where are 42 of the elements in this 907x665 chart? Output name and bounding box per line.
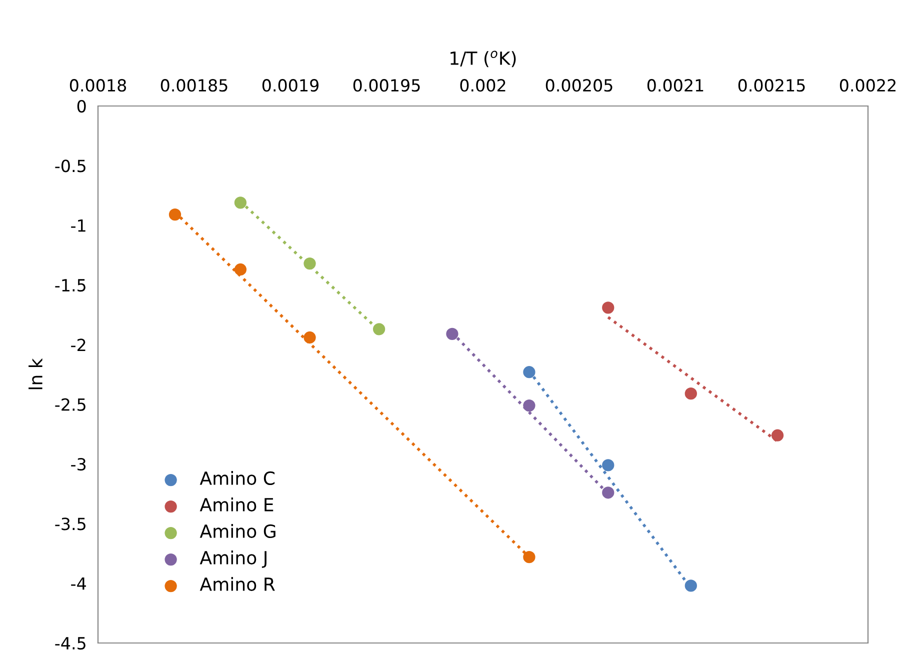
legend-label: Amino R — [200, 577, 275, 592]
x-tick-label: 0.00215 — [738, 79, 805, 92]
point — [602, 486, 614, 499]
y-tick-label: 0 — [77, 100, 86, 113]
legend-label: Amino E — [200, 498, 274, 512]
legend-label: Amino C — [200, 471, 275, 486]
point — [602, 302, 614, 314]
point — [304, 331, 316, 344]
legend-label: Amino J — [200, 550, 266, 568]
point — [446, 328, 458, 340]
point — [523, 366, 536, 378]
x-tick-label: 0.002 — [460, 79, 506, 92]
x-tick-label: 0.0019 — [262, 79, 318, 92]
legend-label: Amino G — [200, 524, 276, 538]
y-tick-label: -3 — [71, 458, 86, 471]
x-tick-label: 0.0022 — [840, 79, 896, 92]
x-tick-label: 0.0018 — [70, 79, 126, 92]
point — [304, 257, 316, 270]
point — [523, 399, 536, 412]
point — [684, 388, 697, 400]
x-tick-label: 0.00195 — [353, 79, 420, 92]
y-tick-label: -0.5 — [55, 160, 86, 172]
y-tick-label: -1 — [71, 220, 86, 232]
y-tick-label: -2.5 — [55, 398, 86, 411]
y-tick-label: -2 — [71, 338, 86, 351]
x-tick-label: 0.00185 — [160, 79, 228, 92]
y-axis-title: ln k — [28, 358, 42, 390]
point — [372, 323, 386, 336]
point — [602, 459, 614, 472]
x-tick-label: 0.00205 — [546, 79, 612, 92]
x-tick-label: 0.0021 — [647, 79, 704, 92]
point — [771, 429, 784, 442]
y-tick-label: -3.5 — [55, 518, 86, 530]
y-tick-label: -1.5 — [55, 279, 86, 292]
x-axis-title: 1/T ($^{o}$K) — [450, 50, 516, 68]
y-tick-label: -4 — [71, 578, 86, 590]
y-tick-label: -4.5 — [55, 637, 86, 650]
point — [234, 263, 247, 276]
point — [234, 196, 247, 209]
point — [168, 208, 182, 221]
point — [684, 580, 697, 592]
point — [523, 551, 536, 564]
